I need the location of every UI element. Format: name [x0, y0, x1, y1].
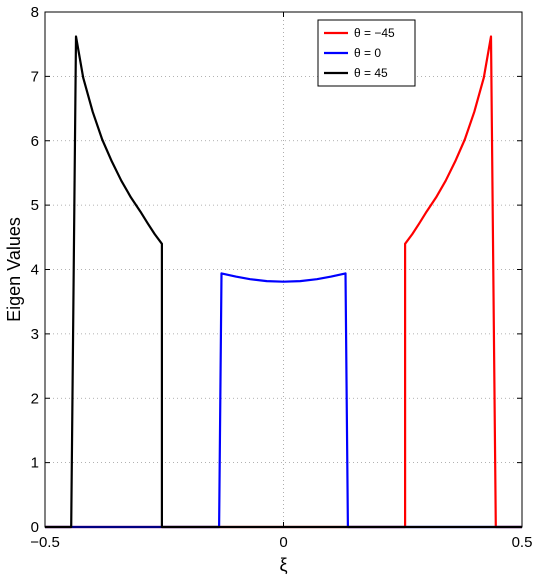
plot-frame	[44, 11, 523, 528]
series-lines	[45, 35, 522, 529]
series-line-2	[45, 272, 522, 529]
y-tick-label: 1	[31, 455, 39, 472]
y-tick-label: 4	[31, 262, 39, 279]
y-tick-label: 0	[31, 519, 39, 536]
x-tick-label: 0.5	[512, 534, 533, 551]
y-tick-label: 8	[31, 4, 39, 21]
y-tick-label: 7	[31, 68, 39, 85]
legend-label: θ = 45	[354, 66, 388, 80]
x-tick-label: 0	[279, 534, 287, 551]
y-axis-label: Eigen Values	[4, 217, 24, 322]
legend: θ = −45 θ = 0 θ = 45	[317, 19, 416, 87]
y-tick-label: 6	[31, 133, 39, 150]
series-line-1	[45, 35, 522, 529]
y-tick-label: 2	[31, 390, 39, 407]
legend-label: θ = −45	[354, 26, 395, 40]
grid	[45, 12, 522, 527]
y-tick-label: 5	[31, 197, 39, 214]
legend-box	[317, 19, 416, 87]
legend-label: θ = 0	[354, 46, 381, 60]
series-line-3	[45, 35, 522, 529]
y-tick-label: 3	[31, 326, 39, 343]
x-axis-label: ξ	[279, 555, 287, 575]
x-tick-label: −0.5	[30, 534, 60, 551]
